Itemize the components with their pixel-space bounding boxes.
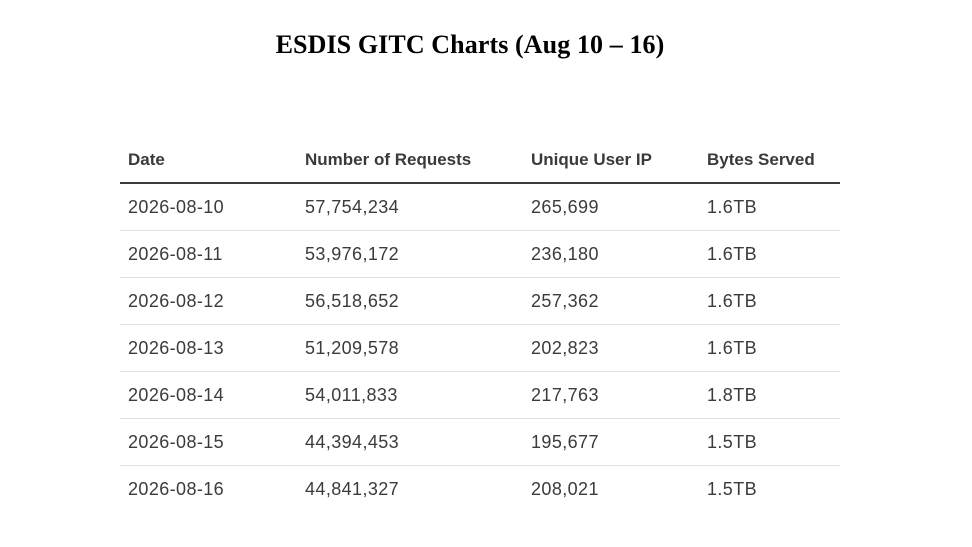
column-header-requests: Number of Requests bbox=[297, 138, 523, 184]
cell-bytes: 1.6TB bbox=[699, 183, 840, 231]
column-header-unique-ip: Unique User IP bbox=[523, 138, 699, 184]
stats-table: Date Number of Requests Unique User IP B… bbox=[120, 138, 840, 512]
page-title: ESDIS GITC Charts (Aug 10 – 16) bbox=[275, 30, 665, 59]
column-header-date: Date bbox=[120, 138, 297, 184]
column-header-bytes: Bytes Served bbox=[699, 138, 840, 184]
cell-unique-ip: 195,677 bbox=[523, 418, 699, 466]
cell-bytes: 1.6TB bbox=[699, 277, 840, 325]
cell-unique-ip: 202,823 bbox=[523, 324, 699, 372]
table-row: 2026-08-15 44,394,453 195,677 1.5TB bbox=[120, 418, 840, 466]
cell-unique-ip: 208,021 bbox=[531, 478, 599, 499]
cell-requests: 51,209,578 bbox=[297, 324, 523, 372]
table-header-row: Date Number of Requests Unique User IP B… bbox=[120, 138, 840, 184]
cell-unique-ip: 236,180 bbox=[523, 230, 699, 278]
table-row: 2026-08-13 51,209,578 202,823 1.6TB bbox=[120, 324, 840, 372]
cell-bytes: 1.8TB bbox=[699, 371, 840, 419]
cell-requests: 57,754,234 bbox=[297, 183, 523, 231]
table-row: 2026-08-11 53,976,172 236,180 1.6TB bbox=[120, 230, 840, 278]
cell-bytes: 1.6TB bbox=[699, 324, 840, 372]
cell-date: 2026-08-16 bbox=[128, 478, 225, 499]
cell-bytes: 1.6TB bbox=[699, 230, 840, 278]
cell-requests: 44,394,453 bbox=[297, 418, 523, 466]
cell-unique-ip: 257,362 bbox=[523, 277, 699, 325]
table-row: 2026-08-16 44,841,327 208,021 1.5TB bbox=[120, 466, 840, 513]
cell-requests: 54,011,833 bbox=[297, 371, 523, 419]
table-row: 2026-08-12 56,518,652 257,362 1.6TB bbox=[120, 277, 840, 325]
cell-date: 2026-08-15 bbox=[120, 418, 297, 466]
cell-requests: 44,841,327 bbox=[305, 478, 400, 499]
cell-unique-ip: 217,763 bbox=[523, 371, 699, 419]
cell-requests: 56,518,652 bbox=[297, 277, 523, 325]
cell-requests: 53,976,172 bbox=[297, 230, 523, 278]
cell-date: 2026-08-13 bbox=[120, 324, 297, 372]
cell-date: 2026-08-10 bbox=[120, 183, 297, 231]
cell-date: 2026-08-14 bbox=[120, 371, 297, 419]
cell-date: 2026-08-12 bbox=[120, 277, 297, 325]
cell-bytes: 1.5TB bbox=[707, 478, 758, 499]
cell-unique-ip: 265,699 bbox=[523, 183, 699, 231]
table-row: 2026-08-10 57,754,234 265,699 1.6TB bbox=[120, 183, 840, 231]
cell-date: 2026-08-11 bbox=[120, 230, 297, 278]
cell-bytes: 1.5TB bbox=[699, 418, 840, 466]
table-row: 2026-08-14 54,011,833 217,763 1.8TB bbox=[120, 371, 840, 419]
